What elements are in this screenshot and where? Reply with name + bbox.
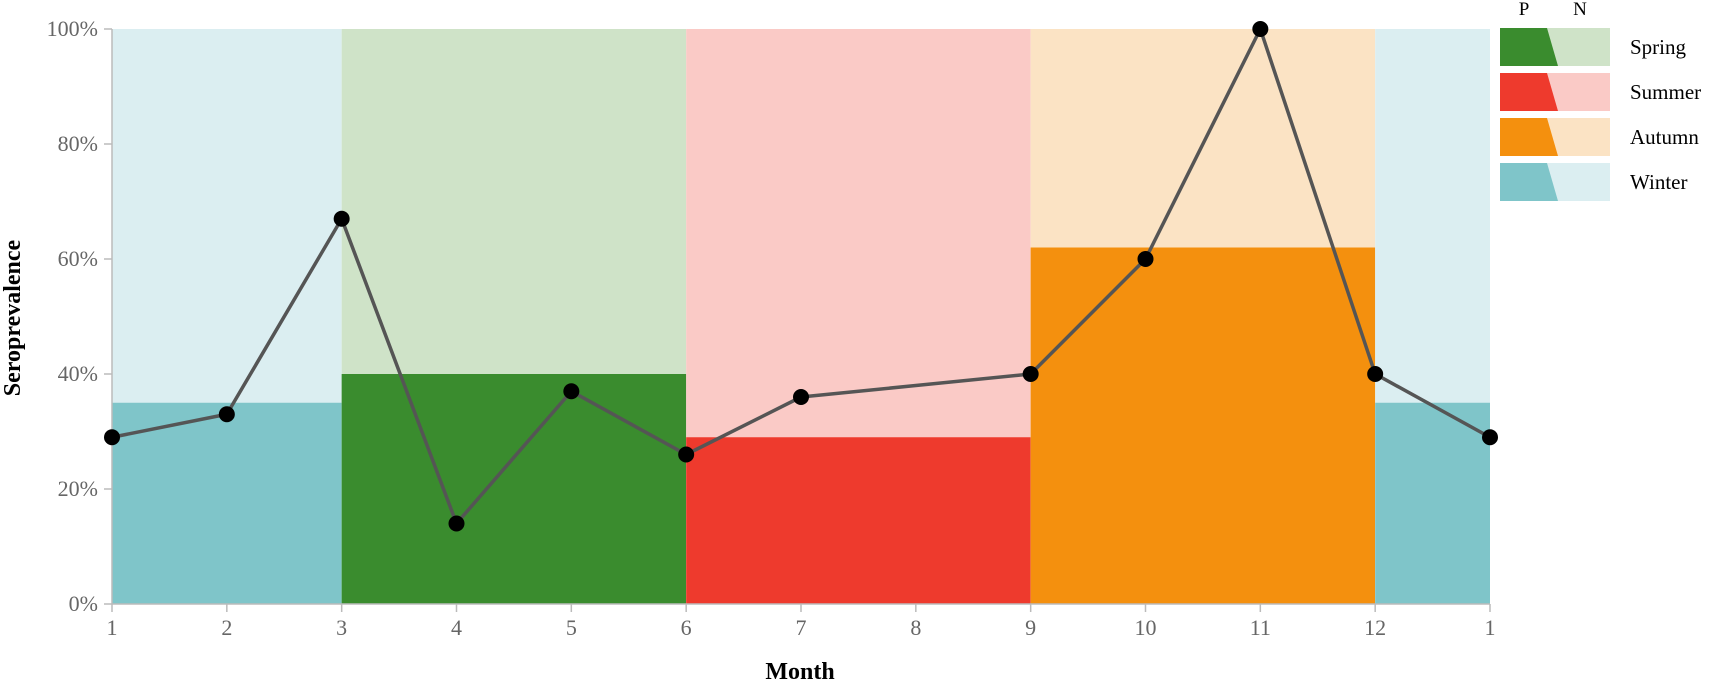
y-axis-title: Seroprevalence [0,239,26,396]
season-band-positive-2 [686,437,1031,604]
legend-label: Spring [1630,35,1687,59]
data-point-8 [1022,366,1039,382]
x-tick-label: 5 [566,615,577,640]
data-point-10 [1252,21,1269,37]
monthly-series [104,21,1498,532]
x-tick-label: 4 [451,615,462,640]
data-point-11 [1367,366,1384,382]
season-band-positive-4 [1375,402,1490,604]
y-tick-label: 80% [58,131,98,156]
legend-swatch-positive [1500,118,1558,156]
x-tick-label: 8 [910,615,921,640]
x-axis-title: Month [765,659,834,685]
x-tick-label: 10 [1135,615,1157,640]
x-tick-label: 1 [1485,615,1496,640]
legend-swatch-positive [1500,73,1558,111]
data-point-4 [563,383,580,400]
legend-header-n: N [1573,0,1587,20]
data-point-1 [218,406,235,423]
x-tick-label: 9 [1025,615,1036,640]
x-tick-label: 2 [221,615,232,640]
y-tick-label: 40% [58,361,98,386]
legend-header-p: P [1519,0,1530,20]
chart-axes: 0%20%40%60%80%100%1 2 3 4 5 6 7 8 9 10 11 12 1 [47,16,1496,640]
y-tick-label: 0% [69,591,98,616]
legend-label: Winter [1630,170,1687,194]
data-point-0 [104,429,120,446]
season-band-positive-0 [112,402,342,604]
data-point-5 [678,446,695,463]
season-band-positive-1 [341,374,687,604]
season-bands [112,29,1490,604]
legend-swatch-positive [1500,163,1558,201]
data-point-6 [793,389,809,405]
x-tick-label: 7 [796,615,807,640]
season-band-positive-3 [1030,247,1376,604]
legend: P N Spring Summer Autumn Winter [1500,0,1701,201]
x-tick-label: 12 [1364,615,1386,640]
data-point-9 [1137,251,1154,267]
x-tick-label: 6 [681,615,692,640]
y-tick-label: 100% [47,16,98,41]
data-point-12 [1482,429,1498,446]
data-point-3 [448,515,465,532]
legend-swatch-positive [1500,28,1558,66]
legend-label: Autumn [1630,125,1699,149]
y-tick-label: 60% [58,246,98,271]
legend-label: Summer [1630,80,1701,104]
x-tick-label: 1 [107,615,118,640]
y-tick-label: 20% [58,476,98,501]
x-tick-label: 3 [336,615,347,640]
x-tick-label: 11 [1250,615,1271,640]
data-point-2 [333,210,350,227]
